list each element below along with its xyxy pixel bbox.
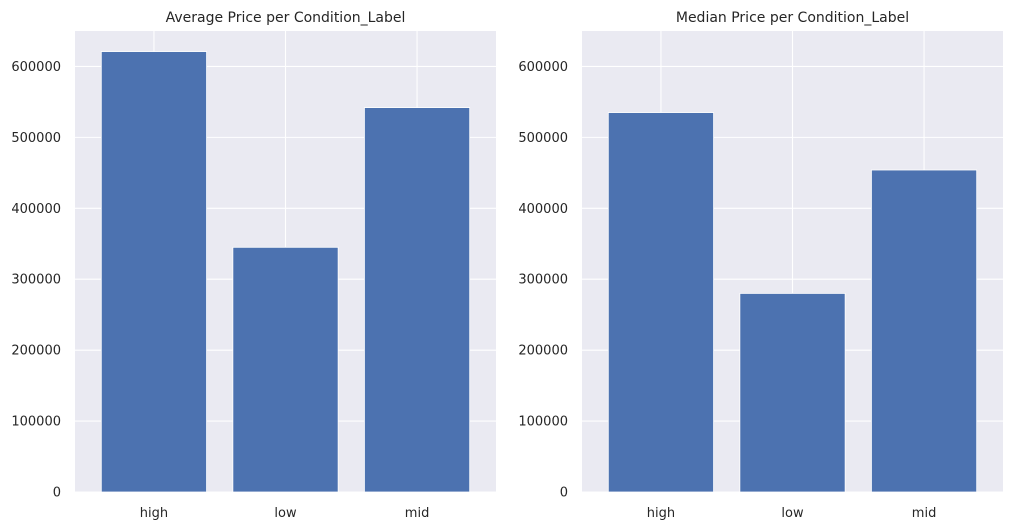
bar-low: [232, 246, 339, 493]
y-tick-label: 400000: [11, 202, 61, 217]
y-tick-label: 400000: [518, 202, 568, 217]
y-tick-label: 500000: [11, 131, 61, 146]
y-tick-label: 100000: [518, 415, 568, 430]
x-tick-labels: high low mid: [647, 506, 937, 521]
y-tick-label: 500000: [518, 131, 568, 146]
x-tick-label: mid: [912, 506, 937, 521]
x-tick-labels: high low mid: [140, 506, 430, 521]
y-tick-labels: 0 100000 200000 300000 400000 500000 600000: [11, 60, 61, 501]
x-tick-label: high: [140, 506, 168, 521]
bars: [100, 51, 471, 493]
chart-panel-0: 0 100000 200000 300000 400000 500000 600000 hi…: [11, 10, 496, 521]
y-tick-label: 300000: [518, 273, 568, 288]
y-tick-label: 200000: [518, 344, 568, 359]
y-tick-label: 100000: [11, 415, 61, 430]
bar-low: [739, 293, 846, 493]
x-tick-label: low: [781, 506, 804, 521]
chart-title: Median Price per Condition_Label: [676, 10, 909, 26]
x-tick-label: mid: [405, 506, 430, 521]
bar-high: [607, 112, 714, 493]
y-tick-label: 300000: [11, 273, 61, 288]
y-tick-label: 600000: [11, 60, 61, 75]
y-tick-label: 0: [560, 486, 568, 501]
bar-mid: [871, 169, 978, 493]
bars: [607, 112, 978, 493]
y-tick-label: 600000: [518, 60, 568, 75]
y-tick-label: 0: [53, 486, 61, 501]
y-tick-labels: 0 100000 200000 300000 400000 500000 600000: [518, 60, 568, 501]
x-tick-label: low: [274, 506, 297, 521]
bar-high: [100, 51, 207, 493]
chart-title: Average Price per Condition_Label: [166, 10, 406, 26]
chart-panel-1: 0 100000 200000 300000 400000 500000 600000 hi…: [518, 10, 1003, 521]
bar-mid: [364, 107, 471, 493]
x-tick-label: high: [647, 506, 675, 521]
y-tick-label: 200000: [11, 344, 61, 359]
